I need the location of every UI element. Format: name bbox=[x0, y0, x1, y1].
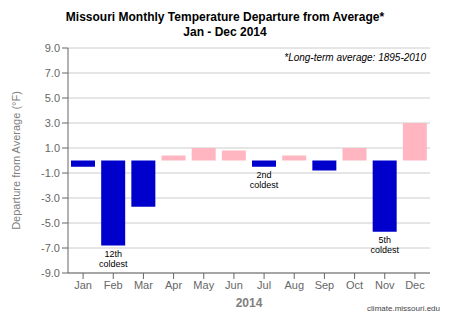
svg-text:5thcoldest: 5thcoldest bbox=[370, 235, 399, 255]
svg-text:1.0: 1.0 bbox=[45, 142, 60, 154]
svg-text:Aug: Aug bbox=[284, 279, 304, 291]
svg-text:Jan: Jan bbox=[74, 279, 92, 291]
svg-text:-1.0: -1.0 bbox=[41, 167, 60, 179]
svg-text:Nov: Nov bbox=[375, 279, 395, 291]
svg-text:Jul: Jul bbox=[257, 279, 271, 291]
svg-text:2ndcoldest: 2ndcoldest bbox=[250, 170, 279, 190]
svg-text:May: May bbox=[193, 279, 214, 291]
html-text:Missouri Monthly Temperature D: Missouri Monthly Temperature Departure f… bbox=[65, 10, 385, 24]
svg-text:12thcoldest: 12thcoldest bbox=[99, 249, 128, 269]
svg-text:-7.0: -7.0 bbox=[41, 242, 60, 254]
svg-text:Departure from Average (°F): Departure from Average (°F) bbox=[10, 91, 22, 230]
svg-text:Apr: Apr bbox=[165, 279, 182, 291]
svg-text:Oct: Oct bbox=[346, 279, 363, 291]
svg-text:Mar: Mar bbox=[134, 279, 153, 291]
svg-text:9.0: 9.0 bbox=[45, 42, 60, 54]
svg-text:-9.0: -9.0 bbox=[41, 267, 60, 279]
svg-text:Sep: Sep bbox=[315, 279, 335, 291]
svg-text:-3.0: -3.0 bbox=[41, 192, 60, 204]
html-text:climate.missouri.edu: climate.missouri.edu bbox=[367, 304, 440, 313]
svg-text:3.0: 3.0 bbox=[45, 117, 60, 129]
svg-text:Dec: Dec bbox=[405, 279, 425, 291]
svg-text:-5.0: -5.0 bbox=[41, 217, 60, 229]
svg-text:Jun: Jun bbox=[225, 279, 243, 291]
svg-text:2014: 2014 bbox=[236, 296, 263, 310]
svg-text:7.0: 7.0 bbox=[45, 67, 60, 79]
svg-text:5.0: 5.0 bbox=[45, 92, 60, 104]
html-text:*Long-term average: 1895-2010: *Long-term average: 1895-2010 bbox=[284, 52, 426, 63]
svg-text:Feb: Feb bbox=[104, 279, 123, 291]
html-text:Jan - Dec 2014: Jan - Dec 2014 bbox=[183, 25, 267, 39]
